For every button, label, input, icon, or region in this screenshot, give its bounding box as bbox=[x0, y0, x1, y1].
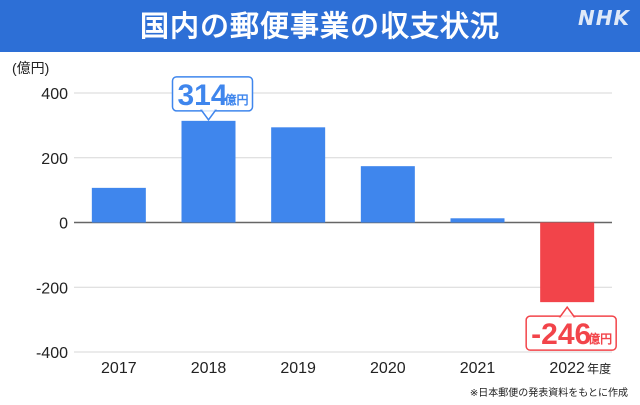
bar bbox=[91, 187, 146, 223]
nhk-logo: NHK bbox=[578, 6, 630, 30]
chart-title: 国内の郵便事業の収支状況 bbox=[139, 9, 500, 43]
source-note: ※日本郵便の発表資料をもとに作成 bbox=[469, 388, 628, 399]
y-tick-label: -200 bbox=[36, 280, 68, 297]
bar bbox=[181, 120, 236, 223]
callout-unit: 億円 bbox=[588, 331, 612, 346]
y-tick-label: 400 bbox=[41, 86, 68, 103]
callout-value: -246 bbox=[531, 318, 591, 351]
y-tick-label: 200 bbox=[41, 151, 68, 168]
x-tick-label: 2021 bbox=[460, 360, 496, 377]
y-unit-label: (億円) bbox=[12, 60, 50, 76]
x-axis-suffix: 年度 bbox=[587, 361, 611, 376]
x-tick-label: 2020 bbox=[370, 360, 406, 377]
x-tick-label: 2019 bbox=[280, 360, 316, 377]
y-tick-label: -400 bbox=[36, 345, 68, 362]
bar bbox=[450, 218, 505, 223]
bar bbox=[271, 127, 326, 223]
callout-pointer bbox=[558, 305, 576, 318]
callout-value: 314 bbox=[178, 79, 228, 112]
x-tick-label: 2017 bbox=[101, 360, 137, 377]
bar bbox=[360, 166, 415, 223]
title-bar bbox=[0, 0, 640, 52]
y-tick-label: 0 bbox=[59, 216, 68, 233]
x-tick-label: 2022 bbox=[549, 360, 585, 377]
bar bbox=[540, 222, 595, 303]
callout-unit: 億円 bbox=[224, 92, 248, 107]
x-tick-label: 2018 bbox=[191, 360, 227, 377]
